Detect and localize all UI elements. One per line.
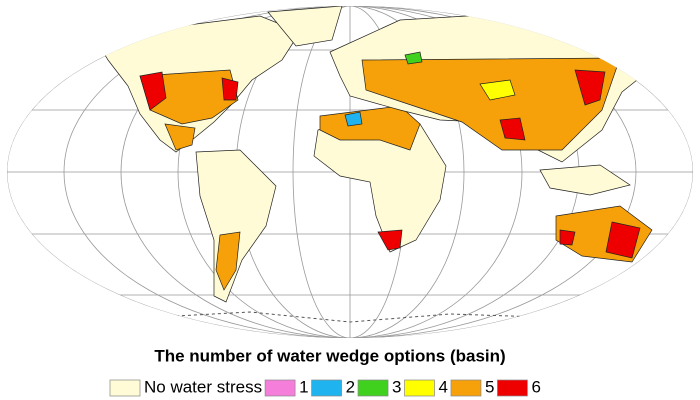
legend-swatch: [497, 379, 528, 397]
legend-label: 4: [439, 377, 448, 396]
legend-swatch: [357, 379, 389, 397]
land: [94, 6, 663, 323]
legend-swatch: [311, 379, 342, 397]
legend-label: No water stress: [144, 377, 262, 396]
legend-label: 5: [485, 377, 494, 396]
legend-title: The number of water wedge options (basin…: [154, 346, 505, 365]
legend-swatch: [264, 379, 296, 397]
legend-label: 1: [299, 377, 308, 396]
legend-label: 2: [346, 377, 355, 396]
legend-swatch: [109, 379, 141, 397]
legend-label: 3: [392, 377, 401, 396]
legend: No water stress 1 2 3 4 5 6: [109, 377, 541, 397]
legend-swatch: [450, 379, 482, 397]
legend-swatch: [404, 379, 435, 397]
legend-label: 6: [531, 377, 540, 396]
